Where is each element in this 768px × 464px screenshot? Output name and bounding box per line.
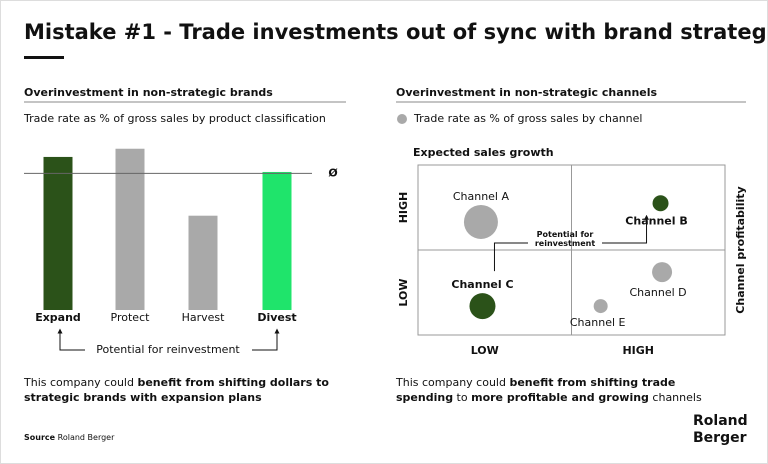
legend-marker [397,114,407,124]
source-label: Source [24,433,56,442]
annotation: Potential for reinvestment [535,230,595,248]
bar [188,215,218,310]
point-label: Channel D [629,286,686,299]
footnote: strategic brands with expansion plans [24,391,262,404]
legend-label: Trade rate as % of gross sales by channe… [413,112,642,125]
panel-heading: Overinvestment in non-strategic brands [24,86,273,99]
footnote-part: channels [649,391,702,404]
title-underline [24,56,64,59]
y-tick-label: LOW [397,278,410,306]
point-label: Channel C [451,278,513,291]
x-tick-label: Harvest [182,311,226,324]
footnote-part: spending [396,391,453,404]
footnote-part: This company could [395,376,509,389]
y-tick-label: HIGH [397,192,410,224]
bubble [463,204,498,239]
footnote-part: to [453,391,471,404]
footnote-part: This company could [23,376,137,389]
footnote-part: benefit from shifting trade [509,376,675,389]
annotation-arrow [493,242,528,272]
point-label: Channel E [570,316,626,329]
footnote: spending to more profitable and growing … [396,391,702,404]
annotation-text: Potential for [537,230,594,239]
x-tick-label: LOW [471,344,499,357]
footnote-part: more profitable and growing [471,391,649,404]
x-tick-label: Protect [111,311,151,324]
annotation-bracket [252,328,280,351]
x-tick-label: HIGH [622,344,654,357]
panel-heading: Overinvestment in non-strategic channels [396,86,658,99]
annotation-arrow [602,214,650,244]
y-axis-title: Expected sales growth [413,146,554,159]
chart-subtitle: Trade rate as % of gross sales by produc… [23,112,326,125]
point-label: Channel A [453,190,510,203]
source: Source Roland Berger [24,433,115,442]
bar [43,156,73,310]
x-tick-label: Divest [257,311,296,324]
bar [115,148,145,310]
bar [262,171,292,310]
page-title: Mistake #1 - Trade investments out of sy… [24,20,768,44]
bubble [469,293,496,320]
annotation-text: reinvestment [535,239,595,248]
source-text: Roland Berger [58,433,115,442]
bubble [593,299,608,314]
x-tick-label: Expand [35,311,81,324]
x-axis-title: Channel profitability [734,186,747,313]
bubble [652,262,673,283]
bubble [652,195,669,212]
annotation-bracket [57,328,85,351]
average-label: Ø [328,166,338,179]
annotation: Potential for reinvestment [96,343,240,356]
logo: Berger [693,430,747,446]
footnote-part: strategic brands with expansion plans [24,391,262,404]
point-label: Channel B [625,214,687,227]
footnote: This company could benefit from shifting… [395,376,675,389]
footnote: This company could benefit from shifting… [23,376,329,389]
footnote-part: benefit from shifting dollars to [137,376,329,389]
logo: Roland [693,413,748,429]
